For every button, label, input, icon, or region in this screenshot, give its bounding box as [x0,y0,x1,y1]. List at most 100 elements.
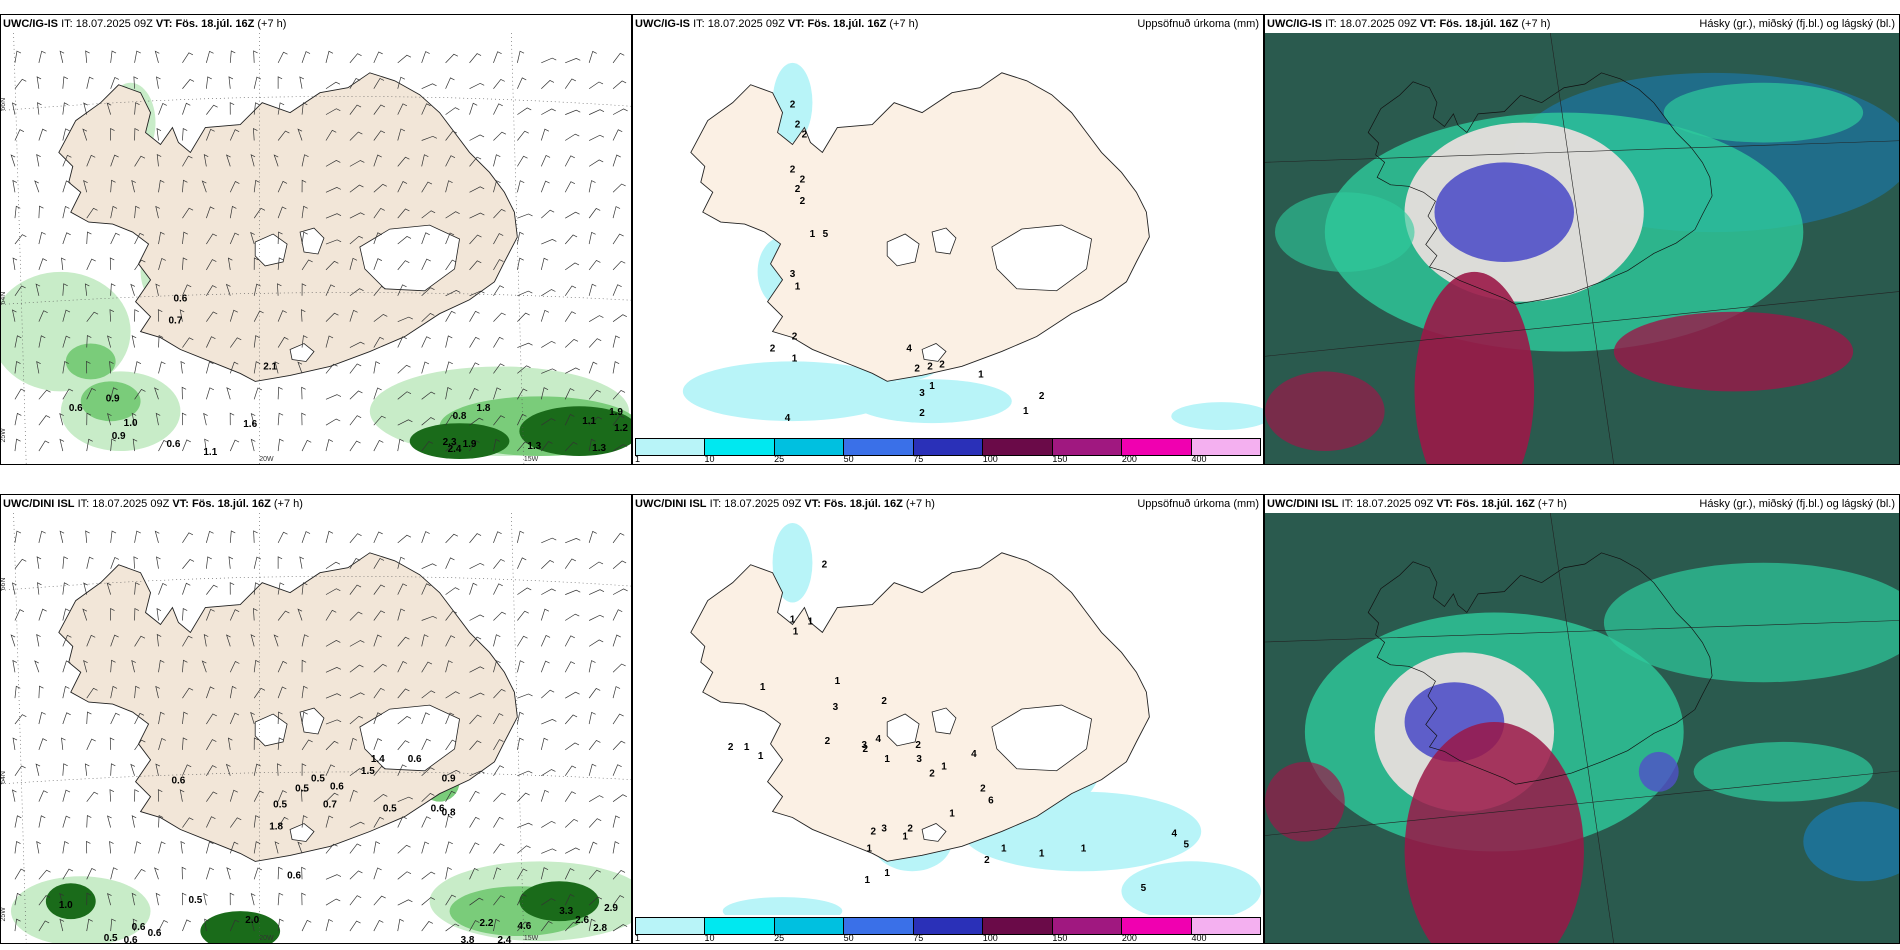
wind-barb [134,309,139,322]
cloud-map-panel-top: UWC/IG-IS IT: 18.07.2025 09Z VT: Fös. 18… [1264,14,1900,465]
wind-barb [181,412,187,426]
wind-barb [373,687,385,699]
wind-barb [277,686,287,699]
wind-barb [517,770,533,777]
wind-barb [541,368,557,374]
wind-barb [540,737,549,750]
model-name: UWC/DINI ISL [635,498,707,510]
wind-barb [445,211,460,219]
wind-barb [206,128,215,141]
wind-barb [397,208,410,219]
cloud-layers [1265,72,1899,464]
wind-barb [397,661,408,673]
wind-barb [106,102,112,115]
cloud-map[interactable] [1265,33,1899,464]
wind-barb [273,154,279,167]
wind-barb [325,588,341,595]
wind-barb [397,336,407,348]
wind-barb [541,289,556,297]
wind-barb [229,181,240,193]
wind-barb [493,558,505,569]
wind-barb [206,104,218,115]
wind-barb [36,841,41,854]
wind-value: 0.5 [295,784,309,795]
legend-tick: 10 [704,454,715,464]
wind-barb [565,109,581,115]
wind-barb [373,895,386,906]
wind-barb [421,417,435,426]
cloud-map[interactable] [1265,513,1899,943]
wind-barb [588,841,598,854]
wind-barb [277,816,289,828]
wind-barb [517,130,529,141]
wind-barb [397,419,413,426]
precip-value: 2 [728,742,734,753]
wind-barb [469,714,482,725]
wind-barb [206,739,217,751]
wind-barb [588,159,604,167]
wind-barb [588,315,604,322]
wind-barb [182,102,191,115]
wind-barb [612,80,627,90]
legend-colorbar [635,438,1261,456]
wind-barb [612,260,626,271]
wind-barb [253,687,266,699]
precip-title: Uppsöfnuð úrkoma (mm) [1137,498,1259,510]
wind-barb [564,441,578,452]
wind-barb [565,613,580,621]
wind-barb [493,688,506,699]
wind-barb [201,180,207,193]
glacier-hofsjokull [931,227,957,255]
wind-barb [493,51,502,63]
wind-barb [206,285,217,296]
wind-barb [35,763,41,776]
wind-barb [612,663,626,673]
wind-barb [397,181,408,193]
wind-barb [300,309,306,322]
wind-barb [445,77,455,89]
wind-barb [325,50,334,63]
wind-barb [373,207,385,219]
cloud-blob [1274,192,1415,272]
wind-barb [349,184,364,193]
wind-barb [86,738,96,751]
wind-barb [34,180,40,193]
wind-barb [397,534,412,544]
wind-barb [421,661,433,673]
wind-barb [469,897,484,906]
wind-barb [493,765,505,776]
wind-barb [206,233,217,245]
wind-barb [564,558,577,569]
legend-tick: 200 [1121,933,1137,943]
wind-barb [182,817,194,828]
wind-barb [182,155,193,167]
wind-barb [517,312,530,322]
wind-barb [588,795,604,802]
wind-barb [612,335,620,348]
lon-label-20w: 20W [259,456,274,463]
wind-barb [517,845,531,854]
wind-value: 0.5 [311,774,325,785]
wind-barb [134,582,140,595]
wind-barb [229,841,239,854]
legend-tick: 50 [843,454,854,464]
wind-barb [517,107,532,115]
wind-barb [110,127,115,141]
wind-map[interactable]: 66N 64N 25W 20W 15W 1.4 0.6 1.5 0.6 0.5 0.5 0.6 0.9 0… [1,513,631,943]
wind-map[interactable]: 66N 64N 25W 20W 15W 0.6 0.7 0.6 0.9 1.0 0.9 0.6 1.1 1… [1,33,631,464]
wind-barb [517,893,527,906]
wind-barb [14,841,21,854]
precip-value: 1 [810,229,816,240]
wind-barb [229,205,237,219]
wind-barb [397,103,408,115]
wind-barb [225,283,231,296]
precip-value: 3 [916,754,922,765]
wind-barb [109,789,115,802]
wind-value: 2.3 [443,437,457,448]
wind-barb [325,693,342,699]
wind-barb [203,634,209,647]
precip-value: 6 [988,796,994,807]
wind-barb [14,234,27,245]
